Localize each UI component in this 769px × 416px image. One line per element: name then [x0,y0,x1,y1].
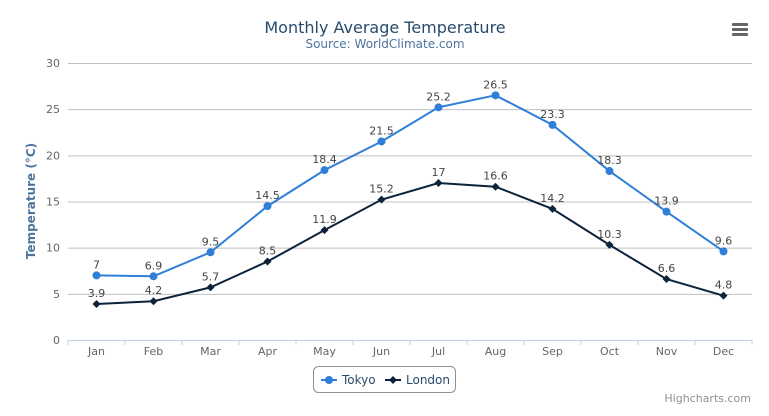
x-tick-label: May [313,345,336,358]
data-point-tokyo [491,91,500,100]
data-label-tokyo: 13.9 [654,195,679,208]
data-point-london [263,257,272,266]
data-label-london: 6.6 [658,262,676,275]
y-tick-label: 15 [46,196,60,209]
data-label-london: 16.6 [483,170,508,183]
data-label-london: 8.5 [259,245,277,258]
data-point-london [491,182,500,191]
y-tick-label: 20 [46,149,60,162]
x-tick-label: Jul [431,345,445,358]
data-label-tokyo: 18.4 [312,153,337,166]
data-point-tokyo [149,272,158,281]
data-point-london [92,299,101,308]
hamburger-menu-icon[interactable] [725,15,755,41]
data-label-tokyo: 6.9 [145,259,163,272]
data-point-london [149,297,158,306]
data-point-tokyo [263,202,272,211]
data-point-london [434,179,443,188]
x-tick-label: Oct [600,345,620,358]
legend-label-tokyo: Tokyo [341,373,376,387]
x-tick-label: Apr [258,345,278,358]
data-label-tokyo: 26.5 [483,78,508,91]
x-tick-label: Dec [713,345,734,358]
x-tick-label: Sep [542,345,563,358]
data-label-tokyo: 21.5 [369,124,394,137]
data-label-london: 17 [432,166,446,179]
legend-marker-tokyo [325,376,333,384]
data-label-london: 14.2 [540,192,565,205]
y-axis-title: Temperature (°C) [24,143,38,259]
chart-title: Monthly Average Temperature [264,18,505,37]
data-label-london: 10.3 [597,228,622,241]
data-point-tokyo [605,167,614,176]
data-label-tokyo: 25.2 [426,90,451,103]
data-label-london: 3.9 [88,287,106,300]
data-label-tokyo: 14.5 [255,189,280,202]
data-point-tokyo [434,103,443,112]
data-label-tokyo: 9.5 [202,235,220,248]
x-tick-label: Feb [144,345,163,358]
data-label-london: 4.8 [715,279,733,292]
legend-marker-london [389,376,397,384]
data-label-tokyo: 9.6 [715,234,733,247]
data-point-tokyo [377,137,386,146]
y-tick-label: 30 [46,57,60,70]
data-point-tokyo [92,271,101,280]
data-point-tokyo [206,248,215,257]
y-tick-label: 25 [46,103,60,116]
legend-item-tokyo[interactable]: Tokyo [321,373,376,387]
data-point-london [605,240,614,249]
x-tick-label: Jan [87,345,105,358]
data-point-london [206,283,215,292]
y-tick-label: 5 [53,288,60,301]
data-label-london: 5.7 [202,270,220,283]
data-label-tokyo: 18.3 [597,154,622,167]
chart-subtitle: Source: WorldClimate.com [305,37,464,51]
data-label-tokyo: 7 [93,258,100,271]
x-tick-label: Nov [656,345,678,358]
data-point-tokyo [320,166,329,175]
data-point-london [548,204,557,213]
data-label-london: 15.2 [369,183,394,196]
series-line-tokyo [96,94,725,278]
data-label-london: 11.9 [312,213,337,226]
x-tick-label: Jun [372,345,390,358]
data-point-tokyo [719,247,728,256]
data-point-london [662,275,671,284]
x-tick-label: Aug [485,345,506,358]
credit-link[interactable]: Highcharts.com [664,392,751,405]
x-tick-label: Mar [200,345,221,358]
legend: Tokyo London [313,366,456,393]
legend-label-london: London [406,373,450,387]
data-point-tokyo [548,120,557,129]
y-tick-label: 10 [46,242,60,255]
data-label-tokyo: 23.3 [540,108,565,121]
data-point-tokyo [662,207,671,216]
y-tick-label: 0 [53,334,60,347]
data-point-london [719,291,728,300]
data-point-london [377,195,386,204]
data-point-london [320,226,329,235]
legend-item-london[interactable]: London [385,373,450,387]
series-line-london [96,182,724,305]
data-label-london: 4.2 [145,284,163,297]
